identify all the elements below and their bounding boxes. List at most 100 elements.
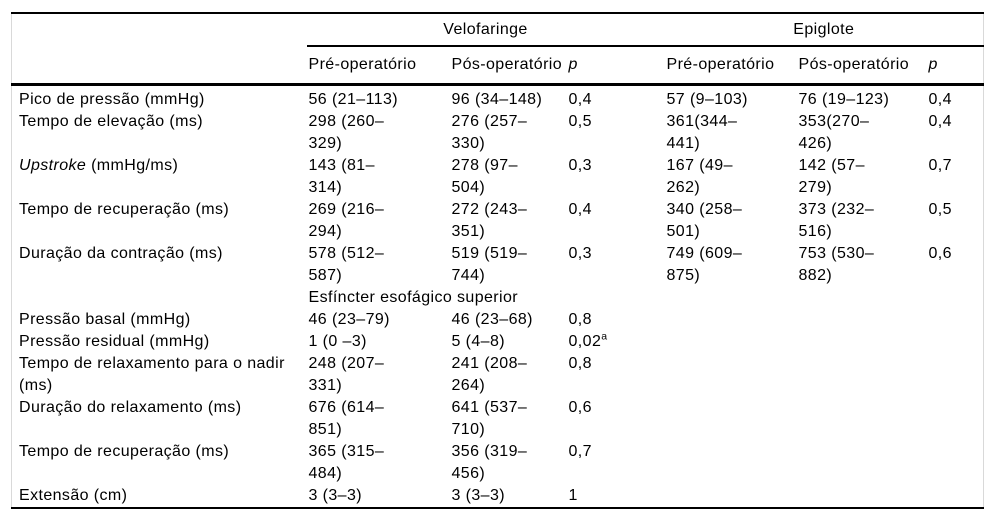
value-cell: 76 (19–123) (798, 91, 890, 108)
empty-cell (797, 353, 927, 397)
empty-header-cell (11, 46, 307, 86)
group-header-row: Velofaringe Epiglote (12, 13, 984, 47)
row-label: Duração da contração (ms) (19, 245, 223, 262)
table-body: Pico de pressão (mmHg) 56 (21–113) 96 (3… (12, 85, 984, 509)
table-row-extensao: Extensão (cm) 3 (3–3) 3 (3–3) 1 (12, 485, 984, 508)
value-cell: 167 (49–262) (666, 157, 733, 196)
col-header-epiglote-p: p (926, 46, 984, 86)
p-value-cell: 0,4 (568, 201, 592, 218)
p-value-cell: 0,02a (567, 331, 665, 353)
p-value-cell: 0,4 (928, 113, 952, 130)
p-value-cell: 0,3 (568, 245, 592, 262)
p-value-cell: 0,7 (568, 443, 592, 460)
value-cell: 57 (9–103) (666, 91, 748, 108)
p-value-cell: 1 (568, 487, 578, 504)
table-row-duracao-do-relaxamento: Duração do relaxamento (ms) 676 (614–851… (12, 397, 984, 441)
value-cell: 3 (3–3) (308, 487, 362, 504)
row-label: Upstroke (mmHg/ms) (12, 155, 307, 199)
row-label: Tempo de elevação (ms) (19, 113, 203, 130)
value-cell: 46 (23–79) (308, 311, 390, 328)
table-row-pressao-basal: Pressão basal (mmHg) 46 (23–79) 46 (23–6… (12, 309, 984, 331)
p-value: 0,02 (568, 333, 602, 350)
col-header-velofaringe-p: p (566, 46, 665, 86)
table-row-tempo-de-recuperacao-ees: Tempo de recuperação (ms) 365 (315–484) … (12, 441, 984, 485)
empty-cell (665, 441, 797, 485)
row-label-italic: Upstroke (19, 157, 87, 174)
table-row-upstroke: Upstroke (mmHg/ms) 143 (81–314) 278 (97–… (12, 155, 984, 199)
table-header: Velofaringe Epiglote Pré-operatório Pós-… (11, 13, 984, 86)
empty-cell (665, 331, 797, 353)
value-cell: 353(270–426) (798, 113, 870, 152)
empty-cell (665, 397, 797, 441)
table-row-pico-de-pressao: Pico de pressão (mmHg) 56 (21–113) 96 (3… (12, 85, 984, 112)
footnote-marker: a (601, 330, 608, 343)
table-row-pressao-residual: Pressão residual (mmHg) 1 (0 –3) 5 (4–8)… (12, 331, 984, 353)
value-cell: 241 (208–264) (451, 355, 528, 394)
p-value-cell: 0,7 (928, 157, 952, 174)
empty-cell (797, 309, 927, 331)
p-value-cell: 0,4 (568, 91, 592, 108)
value-cell: 143 (81–314) (308, 157, 375, 196)
empty-cell (927, 441, 984, 485)
value-cell: 356 (319–456) (451, 443, 528, 482)
p-value-cell: 0,5 (928, 201, 952, 218)
value-cell: 361(344–441) (666, 113, 738, 152)
value-cell: 272 (243–351) (451, 201, 528, 240)
empty-cell (797, 441, 927, 485)
value-cell: 278 (97–504) (451, 157, 518, 196)
row-label: Tempo de relaxamento para o nadir (ms) (19, 355, 285, 394)
empty-cell (927, 353, 984, 397)
row-label: Pico de pressão (mmHg) (19, 91, 205, 108)
value-cell: 276 (257–330) (451, 113, 528, 152)
group-header-velofaringe: Velofaringe (306, 13, 665, 47)
empty-cell (12, 287, 307, 309)
value-cell: 749 (609–875) (666, 245, 743, 284)
value-cell: 1 (0 –3) (308, 333, 367, 350)
empty-cell (927, 485, 984, 508)
empty-cell (797, 485, 927, 508)
p-value-cell: 0,8 (568, 355, 592, 372)
table-row-subsection: Esfíncter esofágico superior (12, 287, 984, 309)
value-cell: 56 (21–113) (308, 91, 399, 108)
empty-cell (927, 397, 984, 441)
p-value-cell: 0,3 (568, 157, 592, 174)
value-cell: 46 (23–68) (451, 311, 533, 328)
value-cell: 578 (512–587) (308, 245, 385, 284)
row-label: Tempo de recuperação (ms) (19, 443, 230, 460)
empty-cell (797, 397, 927, 441)
p-value-cell: 0,5 (568, 113, 592, 130)
row-label: Tempo de recuperação (ms) (19, 201, 230, 218)
row-label-rest: (mmHg/ms) (86, 157, 179, 174)
value-cell: 641 (537–710) (451, 399, 528, 438)
value-cell: 298 (260–329) (308, 113, 385, 152)
row-label: Pressão basal (mmHg) (19, 311, 191, 328)
value-cell: 5 (4–8) (451, 333, 505, 350)
empty-header-cell (12, 13, 307, 46)
value-cell: 142 (57–279) (798, 157, 865, 196)
subsection-header: Esfíncter esofágico superior (308, 289, 519, 306)
value-cell: 365 (315–484) (308, 443, 385, 482)
value-cell: 248 (207–331) (308, 355, 385, 394)
column-header-row: Pré-operatório Pós-operatório p Pré-oper… (11, 46, 984, 86)
table-row-tempo-relaxamento-nadir: Tempo de relaxamento para o nadir (ms) 2… (12, 353, 984, 397)
p-value-cell: 0,4 (928, 91, 952, 108)
col-header-velofaringe-pre: Pré-operatório (306, 46, 450, 86)
value-cell: 3 (3–3) (451, 487, 505, 504)
value-cell: 753 (530–882) (798, 245, 875, 284)
value-cell: 340 (258–501) (666, 201, 743, 240)
value-cell: 373 (232–516) (798, 201, 875, 240)
group-header-epiglote: Epiglote (664, 13, 984, 47)
document-page: Velofaringe Epiglote Pré-operatório Pós-… (0, 12, 992, 530)
empty-cell (797, 331, 927, 353)
table-row-tempo-de-elevacao: Tempo de elevação (ms) 298 (260–329) 276… (12, 111, 984, 155)
empty-cell (665, 485, 797, 508)
value-cell: 269 (216–294) (308, 201, 385, 240)
p-value-cell: 0,6 (568, 399, 592, 416)
group-label: Velofaringe (443, 21, 528, 38)
manometry-results-table: Velofaringe Epiglote Pré-operatório Pós-… (11, 12, 985, 509)
p-value-cell: 0,8 (568, 311, 592, 328)
row-label: Duração do relaxamento (ms) (19, 399, 242, 416)
value-cell: 676 (614–851) (308, 399, 385, 438)
group-label: Epiglote (793, 21, 855, 38)
empty-cell (927, 309, 984, 331)
